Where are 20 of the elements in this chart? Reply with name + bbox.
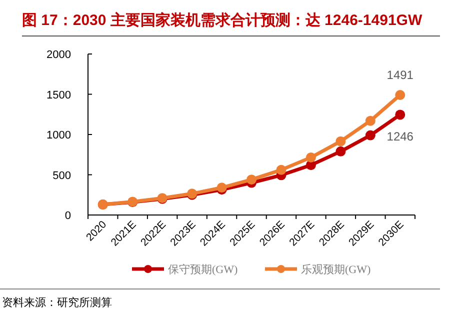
chart-title: 图 17：2030 主要国家装机需求合计预测：达 1246-1491GW <box>22 11 423 29</box>
point <box>336 146 346 156</box>
y-tick-label: 2000 <box>46 49 71 61</box>
y-tick-label: 1500 <box>46 89 71 102</box>
data-label: 1246 <box>386 130 414 144</box>
point <box>365 116 376 126</box>
point <box>395 90 406 100</box>
point <box>306 152 316 162</box>
point <box>276 164 286 175</box>
data-label: 1491 <box>386 68 414 82</box>
legend-label: 乐观预期(GW) <box>301 263 371 276</box>
legend-label: 保守预期(GW) <box>168 263 238 276</box>
point <box>246 174 256 185</box>
y-tick-label: 1000 <box>46 130 71 142</box>
y-tick-label: 0 <box>64 210 71 222</box>
y-tick-label: 500 <box>52 170 71 182</box>
text: 资料来源：研究所测算 <box>2 296 112 309</box>
point <box>395 110 406 120</box>
point <box>336 136 346 146</box>
point <box>365 130 376 140</box>
